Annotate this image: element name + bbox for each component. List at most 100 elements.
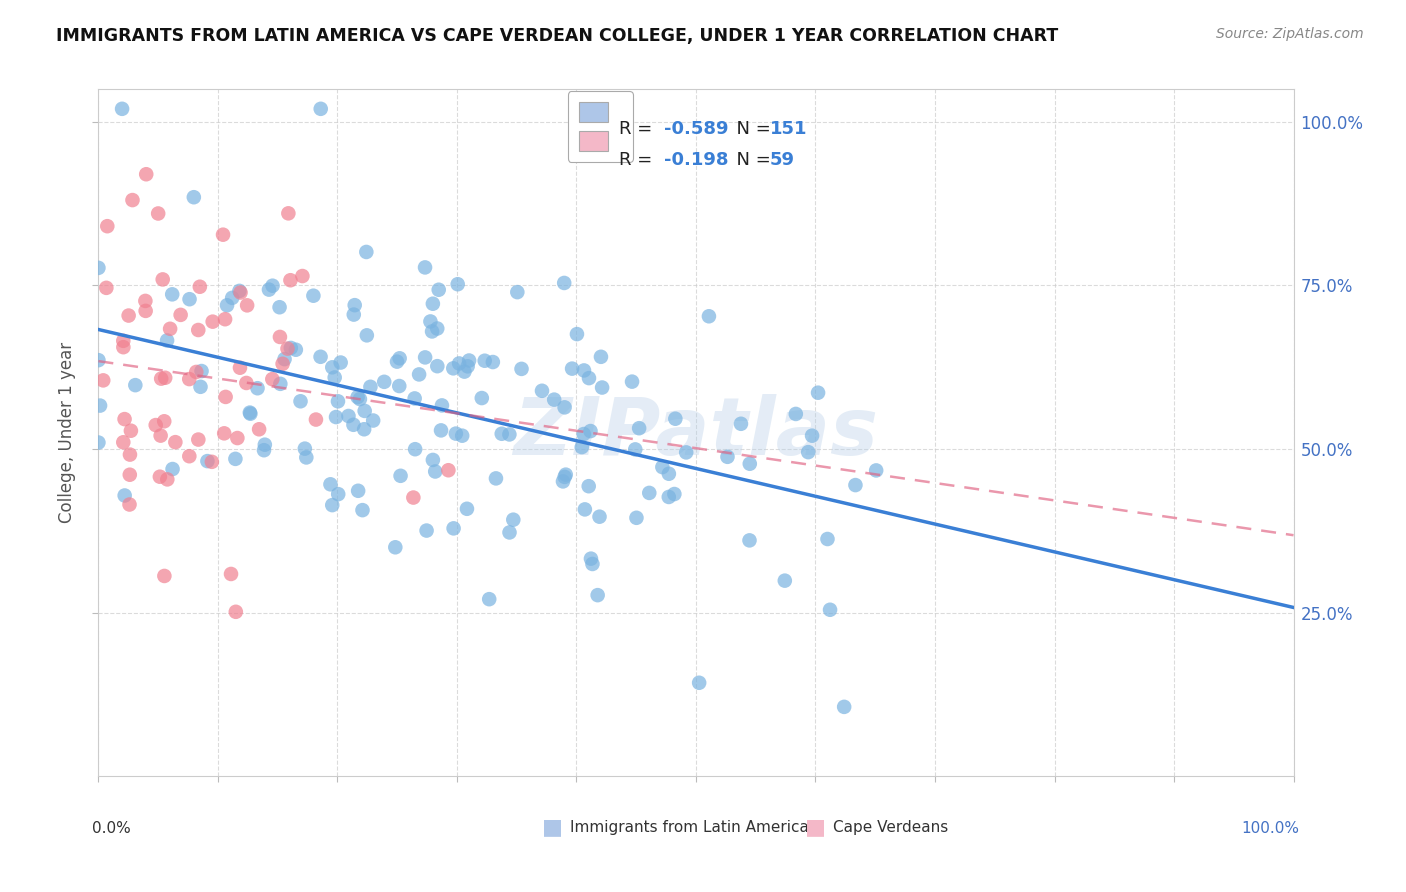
Point [290,394,312,409]
Point [273,352,295,367]
Point [353,404,375,418]
Point [554,401,576,415]
Point [343,308,366,322]
Point [716,450,738,464]
Point [408,368,430,382]
Point [553,276,575,290]
Point [342,417,364,432]
Point [153,371,176,385]
Point [183,190,205,204]
Point [502,513,524,527]
Text: ZIPatlas: ZIPatlas [513,393,879,472]
Point [801,428,824,442]
Point [197,454,219,468]
Point [574,502,596,516]
Point [214,390,236,404]
Point [797,445,820,459]
Point [443,521,465,535]
Text: R =: R = [619,120,658,138]
Point [156,334,179,348]
Point [420,325,443,339]
Point [506,285,529,299]
Point [87,435,110,450]
Point [169,308,191,322]
Point [426,321,449,335]
Point [309,350,332,364]
Point [554,467,576,482]
Point [437,463,460,477]
Point [96,219,118,234]
Point [190,380,212,394]
Point [572,363,595,377]
Point [239,407,262,421]
Point [651,460,673,475]
Point [638,486,661,500]
Point [179,449,201,463]
Legend: , : , [568,91,633,161]
Point [236,298,259,312]
Point [422,296,444,310]
Point [235,376,257,390]
Point [309,102,332,116]
Point [356,328,378,343]
Point [190,364,212,378]
Point [404,442,426,457]
Point [581,557,603,571]
Point [295,450,318,465]
Point [225,605,247,619]
Point [530,384,553,398]
Point [187,433,209,447]
Text: 59: 59 [769,151,794,169]
Point [426,359,449,374]
Text: ■: ■ [543,818,562,838]
Point [451,428,474,442]
Point [491,426,513,441]
Point [626,510,648,524]
Point [565,327,588,342]
Point [148,206,170,220]
Point [124,378,146,392]
Point [738,457,761,471]
Point [404,392,426,406]
Point [498,427,520,442]
Point [482,355,505,369]
Point [121,193,143,207]
Point [444,426,467,441]
Text: 100.0%: 100.0% [1241,821,1299,836]
Point [186,365,208,379]
Point [589,350,612,364]
Point [326,394,349,409]
Point [153,414,176,428]
Point [228,284,250,298]
Point [388,351,411,366]
Point [441,361,464,376]
Point [356,244,378,259]
Point [384,541,406,555]
Point [120,424,142,438]
Point [807,385,830,400]
Point [214,312,236,326]
Point [276,342,298,356]
Point [353,422,375,436]
Point [329,355,352,369]
Point [262,278,284,293]
Point [219,566,242,581]
Point [253,443,276,458]
Point [385,354,408,368]
Point [498,525,520,540]
Text: -0.198: -0.198 [664,151,728,169]
Point [162,462,184,476]
Point [87,353,110,368]
Point [262,372,284,386]
Point [269,330,291,344]
Point [785,407,807,421]
Point [328,487,350,501]
Point [551,475,574,489]
Point [697,310,720,324]
Point [165,435,187,450]
Point [118,448,141,462]
Point [135,167,157,181]
Point [478,592,501,607]
Point [658,467,681,481]
Point [456,501,478,516]
